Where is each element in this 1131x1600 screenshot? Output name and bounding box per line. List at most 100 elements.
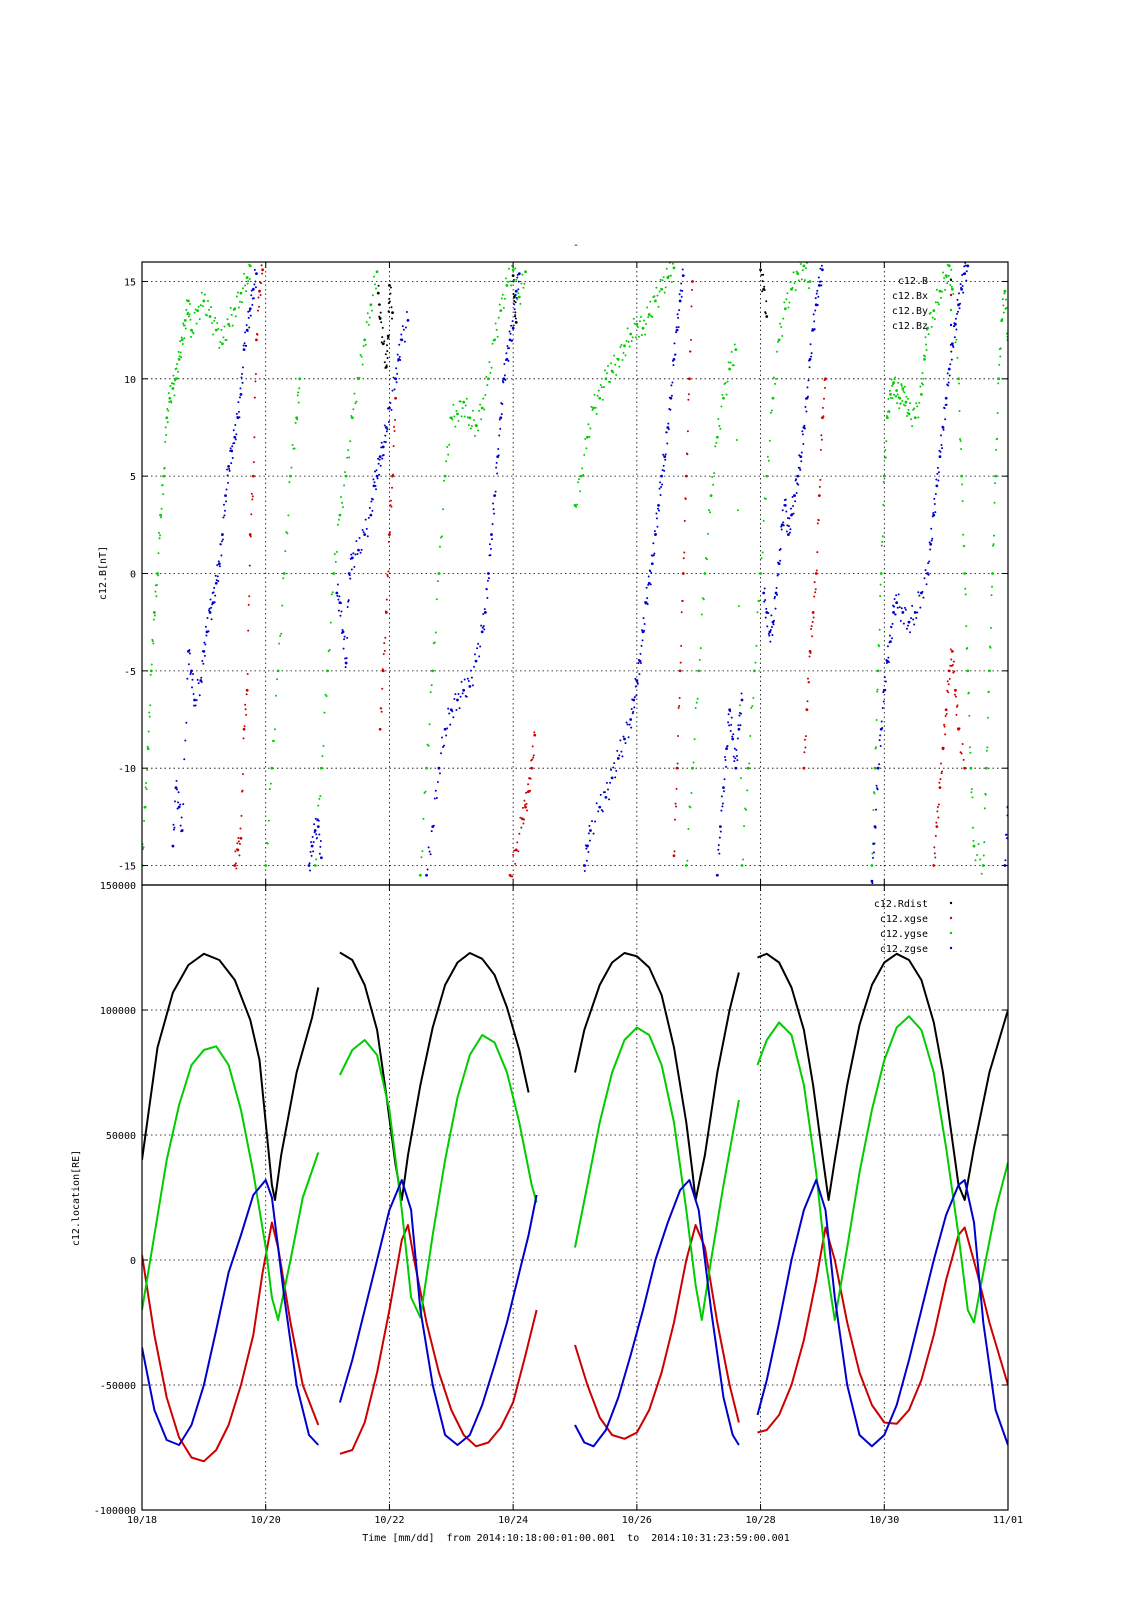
data-point <box>364 343 367 346</box>
data-point <box>281 604 284 607</box>
data-point <box>482 612 485 615</box>
data-point <box>813 328 816 331</box>
data-point <box>639 316 642 319</box>
data-point <box>658 487 661 490</box>
data-point <box>495 328 498 331</box>
data-point <box>905 395 908 398</box>
data-point <box>245 290 248 293</box>
data-point <box>977 843 980 846</box>
data-point <box>680 644 683 647</box>
data-point <box>337 598 340 601</box>
data-point <box>187 315 190 318</box>
data-point <box>212 591 215 594</box>
data-point <box>334 560 337 563</box>
data-point <box>198 318 201 321</box>
data-point <box>632 317 635 320</box>
data-point <box>485 375 488 378</box>
data-point <box>819 478 822 481</box>
legend-marker <box>949 278 953 282</box>
data-point <box>779 322 782 325</box>
data-point <box>675 787 678 790</box>
data-point <box>925 343 928 346</box>
data-point <box>520 282 523 285</box>
data-point <box>1001 298 1004 301</box>
x-tick-label: 10/26 <box>622 1515 652 1526</box>
data-point <box>627 340 630 343</box>
data-point <box>191 678 194 681</box>
data-point <box>432 824 435 827</box>
data-point <box>992 544 995 547</box>
data-point <box>950 658 953 661</box>
data-point <box>791 513 794 516</box>
data-point <box>594 406 597 409</box>
data-point <box>799 468 802 471</box>
data-point <box>525 802 528 805</box>
data-point <box>814 297 817 300</box>
data-point <box>504 277 507 280</box>
y-tick-label: 100000 <box>100 1006 136 1017</box>
data-point <box>481 626 484 629</box>
data-point <box>942 271 945 274</box>
data-point <box>357 548 360 552</box>
data-point <box>186 299 190 303</box>
data-point <box>966 669 970 673</box>
data-point <box>743 825 746 828</box>
data-point <box>180 829 184 832</box>
data-point <box>508 330 511 333</box>
data-point <box>343 635 346 638</box>
data-point <box>658 290 661 293</box>
data-point <box>816 522 819 525</box>
data-point <box>614 363 617 366</box>
data-point <box>727 361 730 364</box>
data-point <box>681 268 684 271</box>
data-point <box>676 762 679 765</box>
data-point <box>378 303 381 306</box>
data-point <box>942 746 945 749</box>
data-point <box>296 418 299 421</box>
data-point <box>173 394 176 397</box>
data-point <box>820 284 823 287</box>
data-point <box>478 409 481 412</box>
data-point <box>236 842 239 845</box>
data-point <box>706 532 709 535</box>
data-point <box>968 746 971 749</box>
data-point <box>632 698 636 702</box>
data-point <box>659 494 662 497</box>
data-point <box>506 280 509 283</box>
data-point <box>332 572 336 575</box>
data-point <box>367 516 370 519</box>
data-point <box>148 715 151 718</box>
data-point <box>176 377 179 380</box>
data-point <box>810 352 813 355</box>
data-point <box>172 828 175 831</box>
data-point <box>891 397 894 400</box>
data-point <box>896 393 899 396</box>
data-point <box>719 830 722 833</box>
data-point <box>783 503 787 507</box>
data-point <box>769 411 772 414</box>
data-point <box>812 616 815 619</box>
data-point <box>279 634 282 637</box>
data-point <box>229 447 232 450</box>
data-point <box>984 766 988 770</box>
data-point <box>697 669 701 673</box>
data-point <box>1001 317 1004 320</box>
data-point <box>725 747 728 751</box>
data-point <box>344 474 348 478</box>
data-point <box>598 805 602 809</box>
data-point <box>206 616 209 619</box>
legend-marker <box>949 901 953 905</box>
data-point <box>343 484 346 487</box>
data-point <box>637 335 640 338</box>
data-point <box>958 409 961 412</box>
data-point <box>380 321 383 324</box>
data-point <box>180 338 184 342</box>
data-point <box>952 345 955 348</box>
data-point <box>441 736 444 739</box>
data-point <box>525 791 528 794</box>
data-point <box>516 298 519 301</box>
data-point <box>969 751 972 754</box>
data-point <box>924 355 927 358</box>
data-point <box>213 586 216 589</box>
data-point <box>235 295 238 298</box>
